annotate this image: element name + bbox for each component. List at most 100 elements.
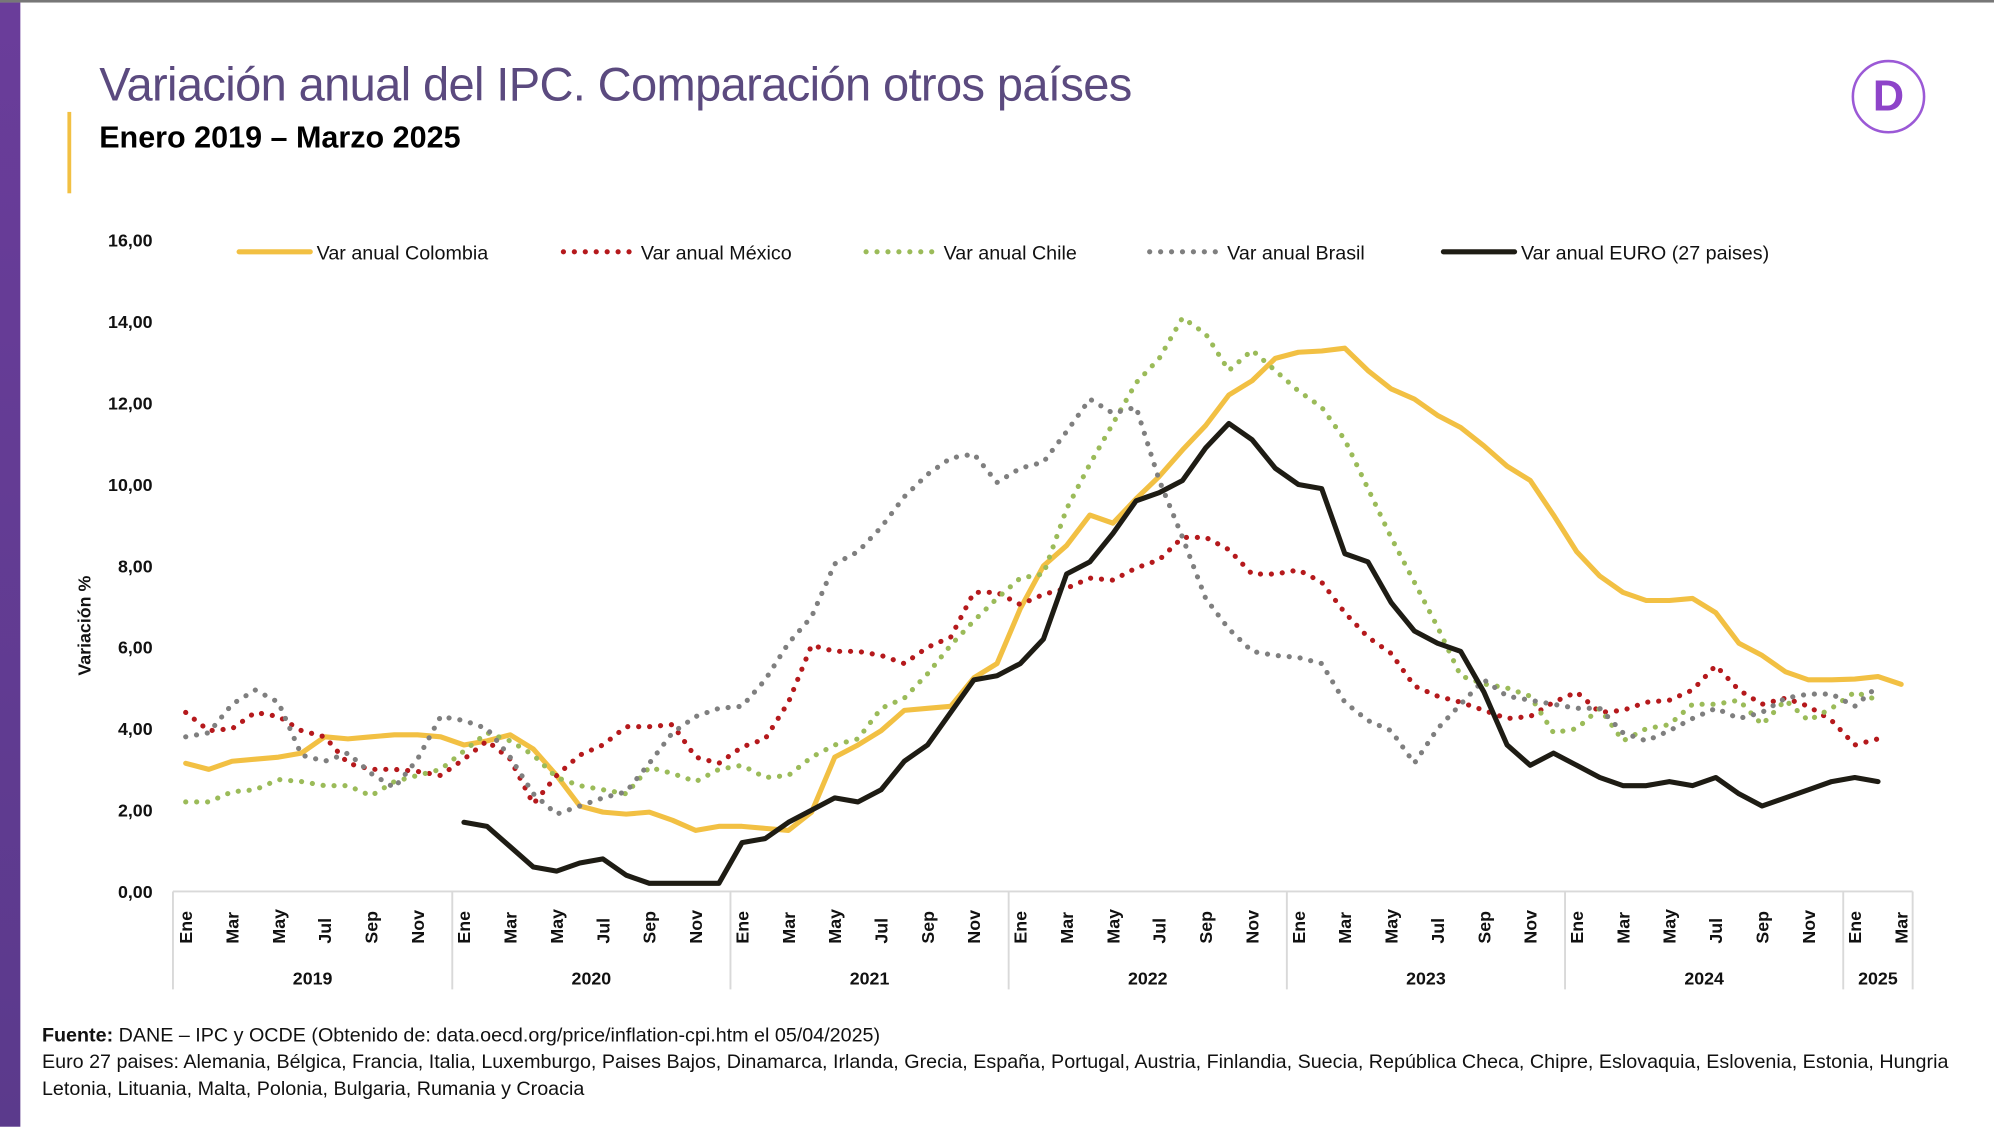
data-point bbox=[204, 764, 214, 774]
data-point bbox=[667, 768, 677, 778]
x-tick-label: Mar bbox=[1892, 912, 1912, 944]
data-point bbox=[575, 858, 585, 868]
brand-logo: D bbox=[1851, 59, 1926, 134]
data-point bbox=[1502, 461, 1512, 471]
x-tick-label: Ene bbox=[454, 911, 474, 944]
data-point bbox=[505, 752, 515, 762]
data-point bbox=[250, 785, 260, 795]
data-point bbox=[1363, 484, 1373, 494]
data-point bbox=[1432, 410, 1442, 420]
data-point bbox=[366, 732, 376, 742]
data-point bbox=[714, 764, 724, 774]
data-point bbox=[1850, 687, 1860, 697]
data-point bbox=[1548, 728, 1558, 738]
data-point bbox=[1456, 422, 1466, 432]
data-point bbox=[505, 842, 515, 852]
x-tick-label: May bbox=[1382, 909, 1402, 944]
data-point bbox=[922, 642, 932, 652]
data-point bbox=[621, 870, 631, 880]
data-point bbox=[1270, 365, 1280, 375]
data-point bbox=[343, 734, 353, 744]
data-point bbox=[760, 833, 770, 843]
x-tick-label: Nov bbox=[1799, 910, 1819, 944]
data-point bbox=[621, 722, 631, 732]
data-point bbox=[1317, 402, 1327, 412]
x-year-label: 2019 bbox=[293, 968, 333, 988]
data-point bbox=[1201, 593, 1211, 603]
data-point bbox=[760, 772, 770, 782]
data-point bbox=[1270, 353, 1280, 363]
data-point bbox=[691, 777, 701, 787]
data-point bbox=[853, 646, 863, 656]
data-point bbox=[1827, 675, 1837, 685]
data-point bbox=[899, 756, 909, 766]
legend-label: Var anual Brasil bbox=[1227, 242, 1365, 264]
data-point bbox=[366, 768, 376, 778]
data-point bbox=[969, 449, 979, 459]
data-point bbox=[1618, 728, 1628, 738]
data-point bbox=[1572, 547, 1582, 557]
data-point bbox=[946, 453, 956, 463]
data-point bbox=[737, 701, 747, 711]
data-point bbox=[946, 707, 956, 717]
data-point bbox=[1131, 496, 1141, 506]
data-point bbox=[598, 854, 608, 864]
data-point bbox=[343, 758, 353, 768]
data-point bbox=[1757, 650, 1767, 660]
data-point bbox=[1618, 781, 1628, 791]
data-point bbox=[969, 616, 979, 626]
data-point bbox=[1502, 691, 1512, 701]
data-point bbox=[1409, 577, 1419, 587]
data-point bbox=[1873, 777, 1883, 787]
series-line-euro bbox=[461, 420, 1881, 886]
data-point bbox=[1201, 443, 1211, 453]
data-point bbox=[1687, 699, 1697, 709]
data-point bbox=[1711, 661, 1721, 671]
data-point bbox=[1618, 705, 1628, 715]
data-point bbox=[1595, 772, 1605, 782]
data-point bbox=[1572, 687, 1582, 697]
data-point bbox=[1015, 599, 1025, 609]
x-tick-label: May bbox=[1660, 909, 1680, 944]
x-tick-label: Sep bbox=[1752, 911, 1772, 944]
data-point bbox=[1108, 528, 1118, 538]
data-point bbox=[1572, 760, 1582, 770]
data-point bbox=[1432, 691, 1442, 701]
x-tick-label: Mar bbox=[1057, 912, 1077, 944]
data-point bbox=[1479, 687, 1489, 697]
data-point bbox=[412, 754, 422, 764]
data-point bbox=[1664, 595, 1674, 605]
data-point bbox=[1803, 785, 1813, 795]
data-point bbox=[1711, 608, 1721, 618]
data-point bbox=[343, 781, 353, 791]
x-tick-label: Sep bbox=[1474, 911, 1494, 944]
data-point bbox=[1548, 510, 1558, 520]
data-point bbox=[1015, 658, 1025, 668]
data-point bbox=[922, 469, 932, 479]
data-point bbox=[621, 809, 631, 819]
data-point bbox=[644, 722, 654, 732]
data-point bbox=[1247, 345, 1257, 355]
data-point bbox=[1038, 457, 1048, 467]
data-point bbox=[1015, 573, 1025, 583]
x-tick-label: Jul bbox=[593, 918, 613, 944]
data-point bbox=[1525, 760, 1535, 770]
x-tick-label: Nov bbox=[686, 910, 706, 944]
data-point bbox=[1386, 532, 1396, 542]
data-point bbox=[1154, 555, 1164, 565]
data-point bbox=[807, 752, 817, 762]
data-point bbox=[1224, 545, 1234, 555]
data-point bbox=[1363, 715, 1373, 725]
data-point bbox=[459, 817, 469, 827]
data-point bbox=[714, 878, 724, 888]
x-tick-label: Nov bbox=[1521, 910, 1541, 944]
x-year-label: 2020 bbox=[572, 968, 612, 988]
x-tick-label: Jul bbox=[1428, 918, 1448, 944]
data-point bbox=[1270, 650, 1280, 660]
data-point bbox=[992, 593, 1002, 603]
x-tick-label: Ene bbox=[1289, 911, 1309, 944]
data-point bbox=[1850, 772, 1860, 782]
data-point bbox=[807, 805, 817, 815]
data-point bbox=[552, 866, 562, 876]
